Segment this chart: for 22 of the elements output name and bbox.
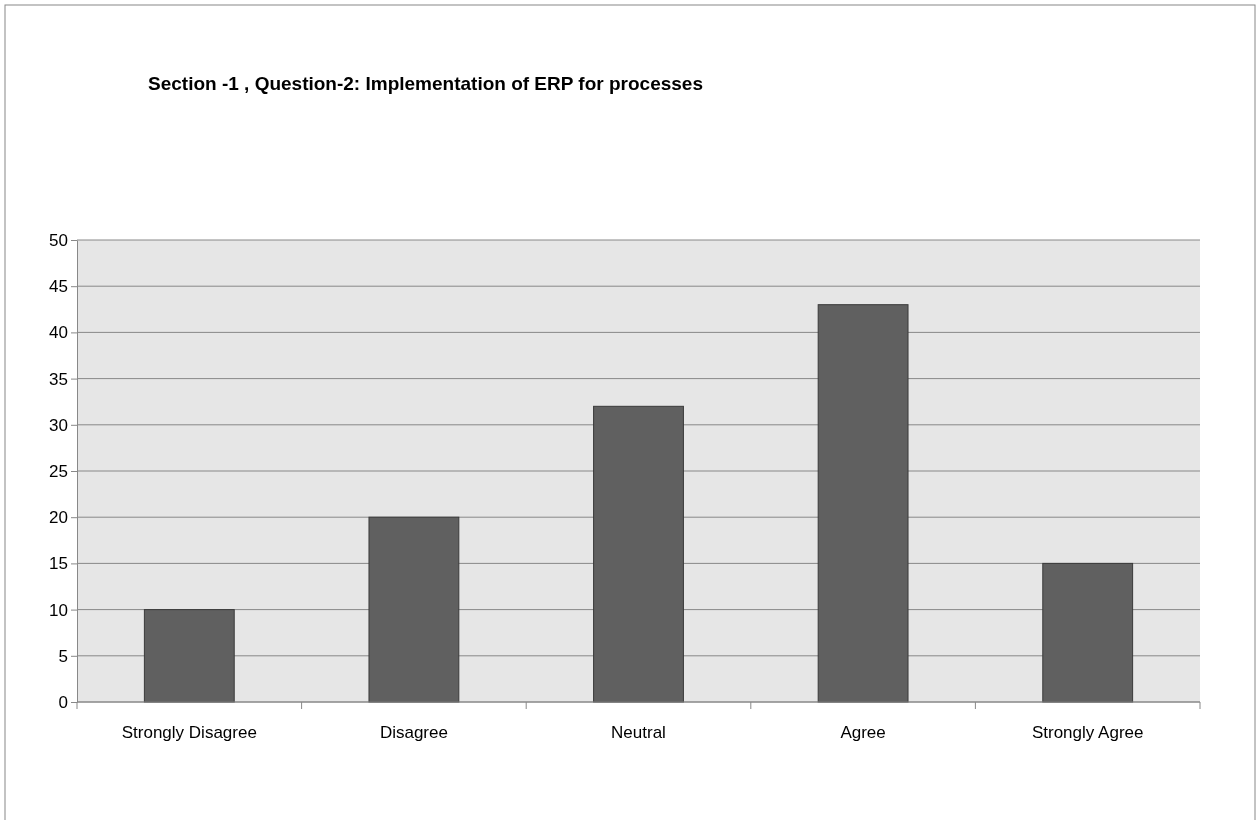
y-tick-label: 10 [49, 600, 68, 620]
x-tick-label: Strongly Agree [1031, 723, 1144, 742]
y-tick-label: 15 [49, 554, 68, 574]
chart-title: Section -1 , Question-2: Implementation of ERP for processes [148, 73, 703, 94]
x-tick-label: Agree [840, 723, 886, 742]
y-tick-label: 40 [49, 323, 68, 343]
y-tick-label: 45 [49, 277, 68, 297]
x-tick-label: Disagree [379, 723, 448, 742]
y-tick-label: 25 [49, 461, 68, 481]
bar [593, 405, 684, 703]
y-tick-label: 20 [49, 508, 68, 528]
x-tick-label: Neutral [611, 723, 666, 742]
y-tick-label: 35 [49, 369, 68, 389]
bar [368, 516, 460, 703]
y-tick-label: 50 [49, 230, 68, 250]
bar [1042, 562, 1134, 703]
y-tick-label: 5 [58, 646, 68, 666]
bar [817, 304, 909, 703]
bar [143, 609, 235, 703]
y-tick-label: 0 [58, 692, 68, 712]
y-tick-label: 30 [49, 415, 68, 435]
x-tick-label: Strongly Disagree [121, 723, 257, 742]
